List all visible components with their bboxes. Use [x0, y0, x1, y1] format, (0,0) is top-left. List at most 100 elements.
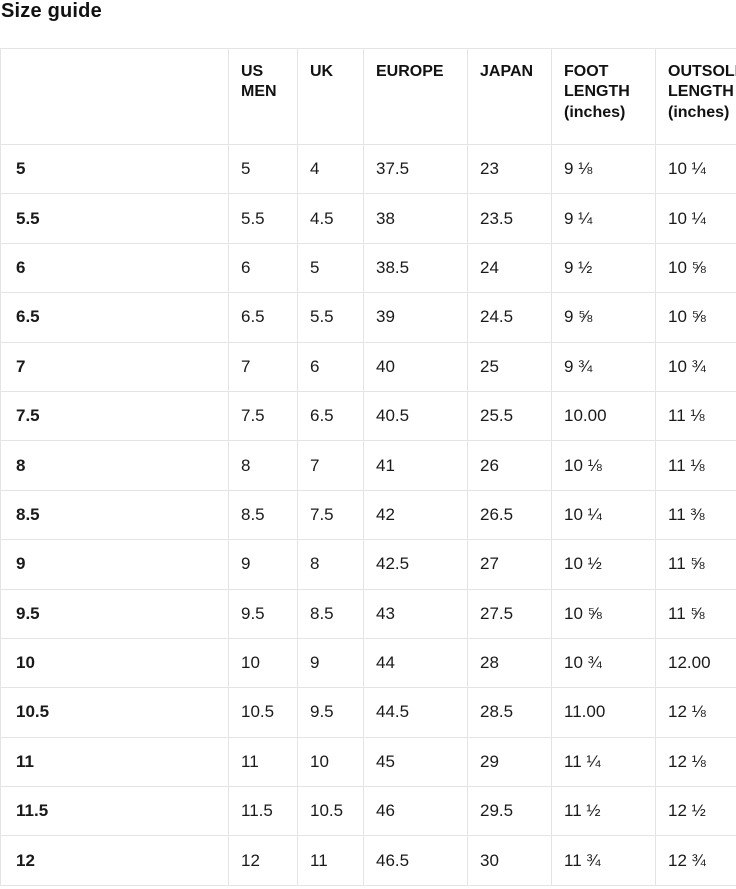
row-label: 9.5	[0, 588, 229, 639]
cell-europe: 45	[363, 736, 468, 788]
column-header-foot-length-inches: FOOT LENGTH (inches)	[551, 48, 656, 145]
cell-us-men: 12	[228, 835, 298, 886]
cell-outsole-length-inches: 12 ¾	[655, 835, 736, 886]
column-header-size	[0, 48, 229, 145]
table-header-row: US MEN UK EUROPE JAPAN FOOT LENGTH (inch…	[0, 48, 736, 145]
table-row: 5.5 5.5 4.5 38 23.5 9 ¼ 10 ¼	[0, 193, 736, 244]
cell-uk: 7	[297, 440, 364, 491]
row-label: 8	[0, 440, 229, 491]
cell-us-men: 11.5	[228, 786, 298, 837]
row-label: 10	[0, 637, 229, 689]
cell-foot-length-inches: 9 ⅝	[551, 292, 656, 343]
cell-europe: 42	[363, 489, 468, 541]
row-label: 6	[0, 242, 229, 294]
column-header-europe: EUROPE	[363, 48, 468, 145]
table-row: 10 10 9 44 28 10 ¾ 12.00	[0, 637, 736, 689]
cell-us-men: 7	[228, 341, 298, 392]
cell-japan: 26.5	[467, 489, 552, 541]
column-header-uk: UK	[297, 48, 364, 145]
cell-us-men: 10	[228, 637, 298, 689]
row-label: 7	[0, 341, 229, 392]
cell-uk: 10.5	[297, 786, 364, 837]
cell-us-men: 9.5	[228, 588, 298, 639]
cell-uk: 10	[297, 736, 364, 788]
table-row: 10.5 10.5 9.5 44.5 28.5 11.00 12 ⅛	[0, 687, 736, 738]
cell-uk: 5.5	[297, 292, 364, 343]
table-row: 11.5 11.5 10.5 46 29.5 11 ½ 12 ½	[0, 786, 736, 837]
page-title: Size guide	[1, 0, 102, 22]
cell-outsole-length-inches: 11 ⅛	[655, 390, 736, 442]
cell-europe: 40.5	[363, 390, 468, 442]
cell-japan: 25.5	[467, 390, 552, 442]
cell-foot-length-inches: 10 ½	[551, 539, 656, 590]
cell-us-men: 5	[228, 143, 298, 195]
cell-uk: 6.5	[297, 390, 364, 442]
cell-europe: 46.5	[363, 835, 468, 886]
cell-foot-length-inches: 9 ¼	[551, 193, 656, 244]
cell-us-men: 8	[228, 440, 298, 491]
cell-uk: 4	[297, 143, 364, 195]
table-row: 8.5 8.5 7.5 42 26.5 10 ¼ 11 ⅜	[0, 489, 736, 541]
cell-japan: 27.5	[467, 588, 552, 639]
row-label: 7.5	[0, 390, 229, 442]
cell-europe: 46	[363, 786, 468, 837]
table-row: 6.5 6.5 5.5 39 24.5 9 ⅝ 10 ⅝	[0, 292, 736, 343]
cell-foot-length-inches: 11.00	[551, 687, 656, 738]
table-row: 7 7 6 40 25 9 ¾ 10 ¾	[0, 341, 736, 392]
row-label: 12	[0, 835, 229, 886]
row-label: 11.5	[0, 786, 229, 837]
cell-foot-length-inches: 11 ¼	[551, 736, 656, 788]
row-label: 10.5	[0, 687, 229, 738]
cell-outsole-length-inches: 10 ⅝	[655, 292, 736, 343]
column-header-japan: JAPAN	[467, 48, 552, 145]
cell-outsole-length-inches: 10 ¾	[655, 341, 736, 392]
row-label: 5	[0, 143, 229, 195]
table-row: 7.5 7.5 6.5 40.5 25.5 10.00 11 ⅛	[0, 390, 736, 442]
cell-foot-length-inches: 9 ⅛	[551, 143, 656, 195]
cell-us-men: 6.5	[228, 292, 298, 343]
column-header-us-men: US MEN	[228, 48, 298, 145]
cell-japan: 28	[467, 637, 552, 689]
cell-japan: 24	[467, 242, 552, 294]
cell-us-men: 5.5	[228, 193, 298, 244]
cell-europe: 41	[363, 440, 468, 491]
cell-foot-length-inches: 9 ½	[551, 242, 656, 294]
cell-japan: 27	[467, 539, 552, 590]
cell-outsole-length-inches: 11 ⅝	[655, 588, 736, 639]
cell-us-men: 10.5	[228, 687, 298, 738]
table-row: 11 11 10 45 29 11 ¼ 12 ⅛	[0, 736, 736, 788]
table-row: 12 12 11 46.5 30 11 ¾ 12 ¾	[0, 835, 736, 886]
cell-uk: 6	[297, 341, 364, 392]
cell-uk: 8	[297, 539, 364, 590]
cell-uk: 7.5	[297, 489, 364, 541]
cell-uk: 11	[297, 835, 364, 886]
cell-japan: 23	[467, 143, 552, 195]
cell-europe: 44.5	[363, 687, 468, 738]
cell-japan: 29	[467, 736, 552, 788]
cell-uk: 9.5	[297, 687, 364, 738]
row-label: 6.5	[0, 292, 229, 343]
cell-foot-length-inches: 11 ½	[551, 786, 656, 837]
table-row: 5 5 4 37.5 23 9 ⅛ 10 ¼	[0, 143, 736, 195]
row-label: 9	[0, 539, 229, 590]
cell-europe: 40	[363, 341, 468, 392]
cell-foot-length-inches: 10.00	[551, 390, 656, 442]
row-label: 8.5	[0, 489, 229, 541]
cell-europe: 42.5	[363, 539, 468, 590]
cell-foot-length-inches: 9 ¾	[551, 341, 656, 392]
cell-japan: 26	[467, 440, 552, 491]
cell-europe: 38.5	[363, 242, 468, 294]
table-row: 8 8 7 41 26 10 ⅛ 11 ⅛	[0, 440, 736, 491]
cell-japan: 23.5	[467, 193, 552, 244]
cell-uk: 9	[297, 637, 364, 689]
cell-foot-length-inches: 10 ⅛	[551, 440, 656, 491]
row-label: 5.5	[0, 193, 229, 244]
size-guide-table: US MEN UK EUROPE JAPAN FOOT LENGTH (inch…	[0, 48, 736, 886]
cell-us-men: 7.5	[228, 390, 298, 442]
cell-outsole-length-inches: 11 ⅝	[655, 539, 736, 590]
cell-foot-length-inches: 10 ¾	[551, 637, 656, 689]
cell-europe: 38	[363, 193, 468, 244]
cell-japan: 25	[467, 341, 552, 392]
